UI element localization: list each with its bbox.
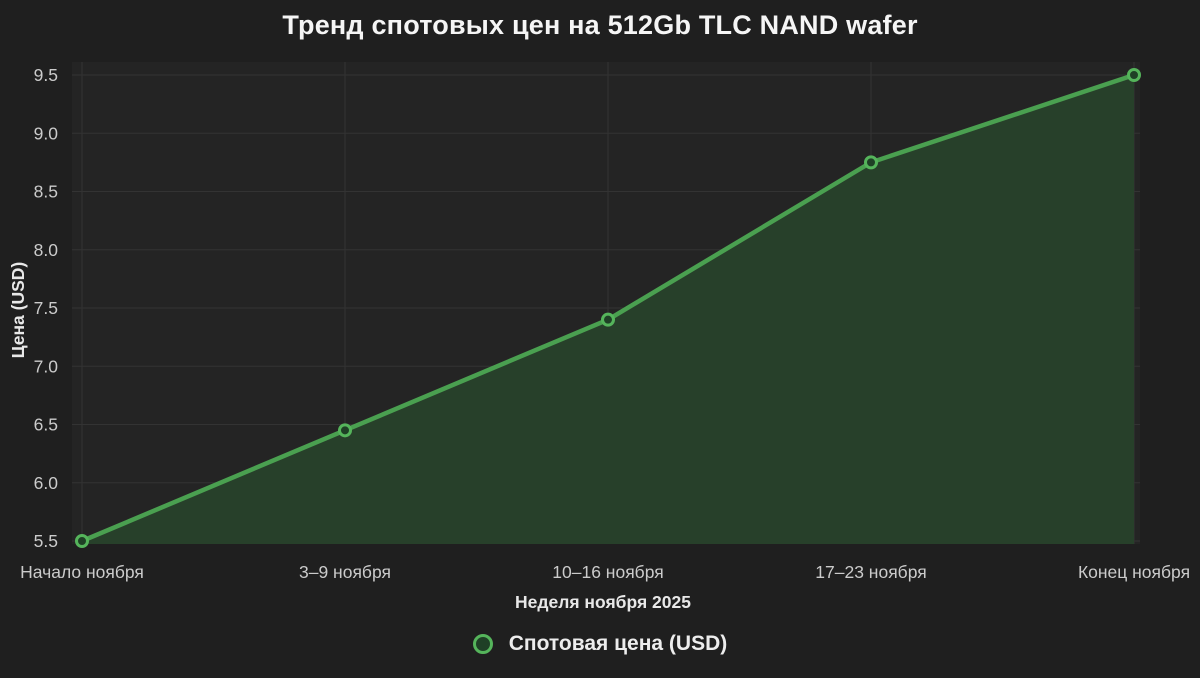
y-axis-title: Цена (USD) xyxy=(8,262,28,359)
legend: Спотовая цена (USD) xyxy=(0,632,1200,656)
legend-series-label: Спотовая цена (USD) xyxy=(508,632,728,655)
x-axis-tick-labels: Начало ноября 3–9 ноября 10–16 ноября 17–23… xyxy=(20,562,1190,582)
data-point-marker xyxy=(864,155,878,170)
x-axis-title: Неделя ноября 2025 xyxy=(515,592,691,612)
y-tick-label: 5.5 xyxy=(34,531,58,551)
y-tick-label: 9.5 xyxy=(34,65,58,85)
x-tick-label: 3–9 ноября xyxy=(299,562,391,582)
y-tick-label: 8.0 xyxy=(34,240,59,260)
chart-title: Тренд спотовых цен на 512Gb TLC NAND waf… xyxy=(282,10,918,40)
y-tick-label: 9.0 xyxy=(34,123,59,143)
y-axis-tick-labels: 5.5 6.0 6.5 7.0 7.5 8.0 8.5 9.0 9.5 xyxy=(34,65,59,551)
data-point-marker xyxy=(75,534,89,548)
data-point-marker xyxy=(1127,68,1141,82)
area-fill xyxy=(82,75,1134,544)
data-point-marker xyxy=(338,423,352,438)
y-tick-label: 8.5 xyxy=(34,182,58,202)
y-tick-label: 7.5 xyxy=(34,298,58,318)
y-tick-label: 6.5 xyxy=(34,415,58,435)
y-tick-label: 6.0 xyxy=(34,473,59,493)
x-tick-label: Начало ноября xyxy=(20,562,144,582)
x-tick-label: Конец ноября xyxy=(1078,562,1190,582)
data-point-markers xyxy=(75,68,1141,548)
legend-marker-icon xyxy=(472,634,493,654)
y-tick-label: 7.0 xyxy=(34,356,59,376)
data-point-marker xyxy=(601,312,615,327)
x-tick-label: 10–16 ноября xyxy=(552,562,663,582)
x-tick-label: 17–23 ноября xyxy=(815,562,926,582)
